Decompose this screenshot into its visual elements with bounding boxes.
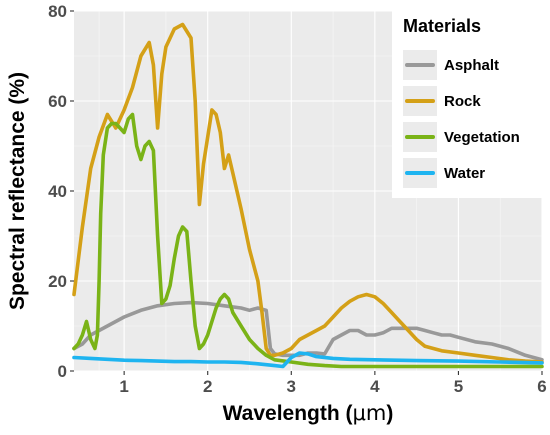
series-line-rock bbox=[72, 22, 544, 364]
x-axis-tick-labels: 1 2 3 4 5 6 bbox=[119, 377, 546, 396]
legend-item-rock: Rock bbox=[403, 86, 481, 116]
x-tick-label: 2 bbox=[203, 377, 212, 396]
x-axis-title-text: Wavelength ( bbox=[223, 402, 353, 425]
series-line-vegetation bbox=[72, 112, 544, 369]
x-tick-label: 3 bbox=[287, 377, 296, 396]
legend-label: Vegetation bbox=[444, 129, 520, 146]
x-tick-label: 6 bbox=[537, 377, 546, 396]
y-tick-label: 0 bbox=[58, 362, 67, 381]
x-axis-title: Wavelength (μm) bbox=[223, 401, 394, 425]
legend-title: Materials bbox=[403, 16, 481, 36]
x-tick-label: 5 bbox=[454, 377, 463, 396]
legend-label: Rock bbox=[444, 93, 481, 110]
legend-item-vegetation: Vegetation bbox=[403, 122, 520, 152]
y-tick-label: 60 bbox=[48, 92, 67, 111]
series-line-water bbox=[72, 351, 544, 369]
legend-item-asphalt: Asphalt bbox=[403, 50, 499, 80]
y-tick-label: 80 bbox=[48, 2, 67, 21]
axis-ticks bbox=[70, 10, 543, 375]
legend-item-water: Water bbox=[403, 158, 485, 188]
y-axis-title: Spectral reflectance (%) bbox=[6, 72, 29, 310]
series-lines bbox=[72, 22, 544, 369]
y-tick-label: 40 bbox=[48, 182, 67, 201]
legend-label: Asphalt bbox=[444, 57, 499, 74]
legend-label: Water bbox=[444, 165, 485, 182]
series-line-asphalt bbox=[72, 300, 544, 362]
x-tick-label: 4 bbox=[370, 377, 380, 396]
x-axis-title-close: ) bbox=[386, 402, 393, 425]
y-tick-label: 20 bbox=[48, 272, 67, 291]
legend: Materials Asphalt Rock Vegetation Water bbox=[392, 11, 542, 198]
y-axis-tick-labels: 0 20 40 60 80 bbox=[48, 2, 67, 381]
legend-items: Asphalt Rock Vegetation Water bbox=[403, 50, 520, 188]
x-tick-label: 1 bbox=[119, 377, 128, 396]
x-axis-title-unit: μm bbox=[353, 401, 387, 425]
